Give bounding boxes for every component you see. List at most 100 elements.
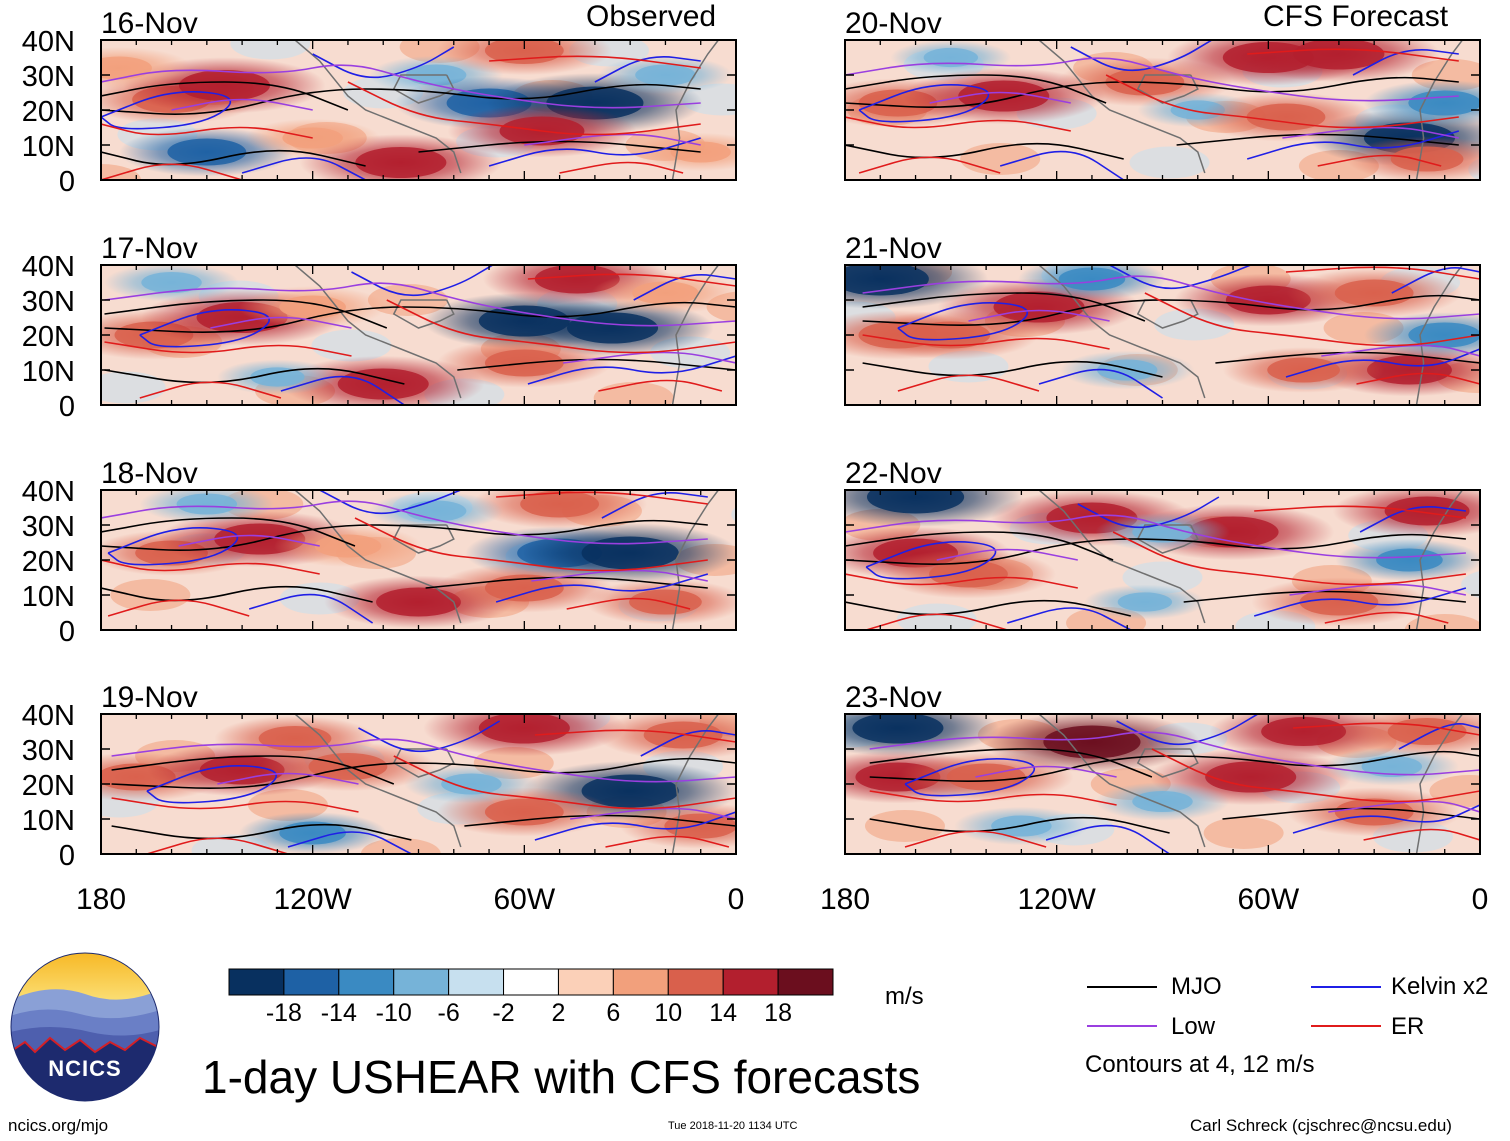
colorbar-tick: 18 [764, 999, 792, 1027]
contour-low [101, 64, 701, 109]
ncics-logo: NCICS [10, 952, 160, 1102]
colorbar: -18 -14 -10 -6 -2 2 6 10 14 18 [228, 968, 834, 1027]
shear-core [484, 574, 564, 602]
lat-label: 10N [22, 805, 75, 837]
contour-low [104, 282, 736, 327]
colorbar-tick: 2 [552, 999, 566, 1027]
contour-kelvin [1038, 368, 1163, 399]
texture-blob [230, 40, 311, 60]
lat-label: 10N [22, 356, 75, 388]
contour-kelvin [1045, 824, 1171, 854]
lat-label: 20N [22, 96, 75, 128]
contour-mjo [862, 294, 1480, 326]
contour-er [865, 613, 1008, 630]
shear-core [1390, 146, 1464, 172]
contour-mjo [101, 585, 373, 603]
contour-mjo [845, 533, 1466, 565]
coastline [392, 299, 455, 329]
colorbar-tick: -2 [492, 999, 514, 1027]
lat-label: 40N [22, 26, 75, 58]
texture-blob [110, 579, 191, 611]
contour-kelvin [319, 490, 462, 515]
shear-core [1299, 588, 1379, 616]
map-panels: 16-Nov40N30N20N10N017-Nov40N30N20N10N018… [22, 7, 1489, 916]
shear-core [946, 763, 1026, 791]
colorbar-tick: 14 [709, 999, 737, 1027]
contour-er [566, 597, 691, 610]
contour-er [862, 334, 1110, 350]
contour-mjo [845, 531, 1114, 561]
shear-core [1334, 279, 1414, 307]
texture-blob [896, 603, 977, 630]
shear-core [670, 141, 731, 163]
coastline [1415, 265, 1463, 405]
contour-er [845, 573, 1078, 589]
map-panel-20-Nov: 20-Nov [844, 7, 1481, 181]
lon-label: 120W [273, 883, 352, 916]
logo-text: NCICS [48, 1056, 121, 1081]
contour-er [897, 374, 1040, 392]
website-link[interactable]: ncics.org/mjo [8, 1116, 109, 1135]
shear-core [1043, 725, 1141, 759]
contour-kelvin [1292, 804, 1480, 834]
panel-date: 20-Nov [845, 7, 942, 40]
contour-mjo [101, 83, 701, 115]
shear-core [355, 146, 447, 179]
lon-label: 60W [493, 883, 555, 916]
colorbar-tick: 10 [654, 999, 682, 1027]
contour-mjo [425, 576, 708, 589]
shear-core [376, 587, 461, 617]
contour-low [217, 772, 359, 785]
author-credit: Carl Schreck (cjschrec@ncsu.edu) [1190, 1116, 1452, 1135]
contour-kelvin [534, 811, 736, 841]
contour-kelvin [495, 573, 709, 603]
contour-kelvin [1285, 348, 1480, 378]
contour-er [1363, 828, 1480, 841]
contour-kelvin [1077, 496, 1220, 529]
lat-label: 40N [22, 700, 75, 732]
shear-core [258, 725, 332, 752]
shear-core [923, 47, 979, 68]
contour-kelvin [1391, 267, 1480, 294]
contour-kelvin [1007, 607, 1132, 630]
contour-er [598, 379, 723, 392]
coastline [1415, 714, 1463, 854]
lon-label: 180 [820, 883, 870, 916]
shear-core [178, 69, 271, 102]
contour-mjo [418, 140, 701, 153]
shear-core [441, 773, 502, 795]
contour-kelvin [358, 720, 501, 753]
contour-low [968, 309, 1110, 322]
contour-er [354, 517, 708, 572]
contour-er [393, 755, 736, 810]
shear-core [1132, 790, 1193, 813]
contour-kelvin [287, 831, 412, 854]
lon-label: 180 [76, 883, 126, 916]
coastline [671, 714, 719, 854]
coastline [1136, 524, 1199, 554]
shear-core [1387, 717, 1467, 746]
contour-low [845, 57, 1459, 102]
shear-core [1408, 322, 1480, 348]
shear-core [852, 714, 944, 744]
coastline [1415, 490, 1463, 630]
contour-kelvin [601, 492, 708, 519]
lon-label: 0 [1472, 883, 1489, 916]
contour-mjo [869, 816, 1170, 834]
coastline [294, 490, 462, 624]
lon-label: 0 [728, 883, 745, 916]
contour-er [101, 559, 320, 575]
lon-label: 60W [1237, 883, 1299, 916]
shear-core [1117, 592, 1173, 612]
contour-mjo [1183, 590, 1466, 603]
shear-core [993, 291, 1085, 323]
lon-label: 120W [1017, 883, 1096, 916]
shear-core [1408, 90, 1480, 116]
shear-core [845, 265, 929, 296]
contour-low [111, 738, 736, 783]
contour-er [1144, 292, 1480, 347]
contour-mjo [1176, 133, 1459, 146]
shear-core [1058, 267, 1126, 291]
lat-label: 40N [22, 251, 75, 283]
